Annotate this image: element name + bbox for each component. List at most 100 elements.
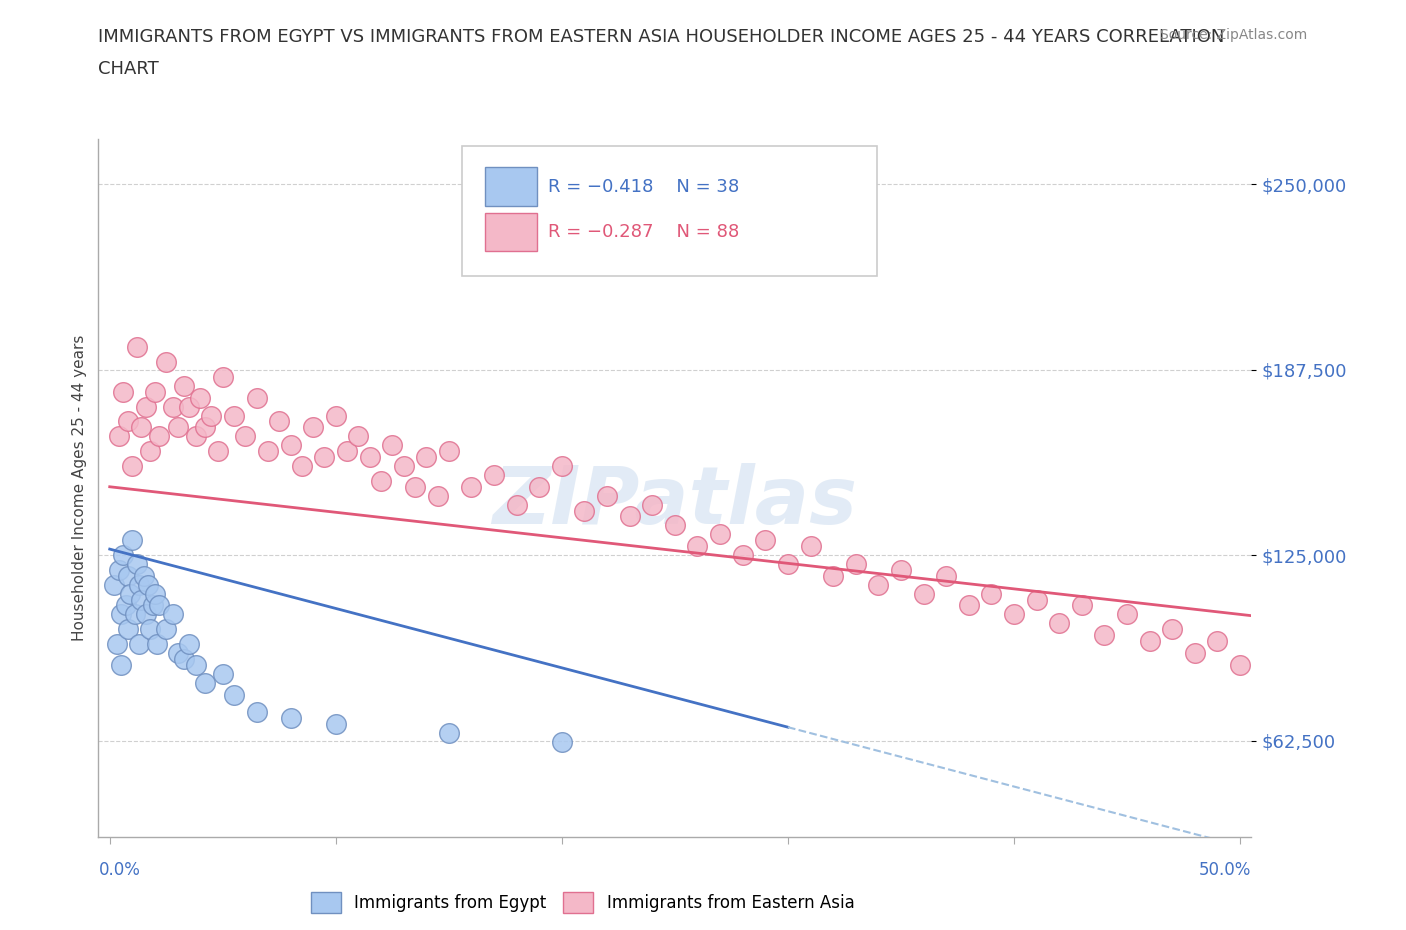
- Point: [1002, 607, 1025, 622]
- Point: [211, 369, 233, 384]
- Point: [823, 568, 845, 583]
- Point: [325, 408, 347, 423]
- Point: [426, 488, 449, 503]
- Point: [1274, 666, 1296, 681]
- Point: [505, 498, 527, 512]
- Point: [314, 449, 336, 464]
- Point: [110, 658, 132, 672]
- Point: [173, 379, 195, 393]
- Text: 50.0%: 50.0%: [1199, 860, 1251, 879]
- Point: [117, 568, 139, 583]
- Point: [110, 607, 132, 622]
- Point: [596, 488, 619, 503]
- Point: [359, 449, 381, 464]
- Point: [280, 711, 302, 725]
- Point: [124, 607, 146, 622]
- Point: [112, 548, 135, 563]
- Point: [188, 391, 211, 405]
- Point: [121, 458, 143, 473]
- Point: [1251, 645, 1274, 660]
- Legend: Immigrants from Egypt, Immigrants from Eastern Asia: Immigrants from Egypt, Immigrants from E…: [304, 885, 860, 920]
- Point: [957, 598, 980, 613]
- Point: [1184, 645, 1206, 660]
- Point: [404, 479, 426, 494]
- Point: [222, 408, 245, 423]
- Point: [1229, 658, 1251, 672]
- Point: [131, 420, 153, 435]
- Point: [551, 458, 574, 473]
- Point: [392, 458, 415, 473]
- Point: [112, 384, 135, 399]
- Point: [482, 468, 505, 483]
- Point: [246, 705, 269, 720]
- Point: [207, 444, 229, 458]
- Point: [845, 556, 868, 571]
- Point: [415, 449, 437, 464]
- Point: [200, 408, 222, 423]
- Point: [162, 607, 184, 622]
- Point: [291, 458, 314, 473]
- Point: [143, 586, 166, 601]
- Point: [1047, 616, 1070, 631]
- Text: Source: ZipAtlas.com: Source: ZipAtlas.com: [1160, 28, 1308, 42]
- Point: [132, 568, 155, 583]
- Point: [1139, 633, 1161, 648]
- Point: [148, 598, 170, 613]
- Point: [105, 637, 128, 652]
- Point: [347, 429, 370, 444]
- Point: [155, 354, 177, 369]
- Point: [799, 538, 821, 553]
- Point: [754, 533, 776, 548]
- Point: [173, 652, 195, 667]
- Point: [211, 666, 233, 681]
- Point: [1319, 675, 1341, 690]
- Point: [664, 518, 686, 533]
- Point: [143, 384, 166, 399]
- Point: [1206, 633, 1229, 648]
- Point: [184, 658, 207, 672]
- Point: [135, 607, 157, 622]
- Point: [686, 538, 709, 553]
- Point: [731, 548, 754, 563]
- Point: [166, 420, 188, 435]
- Point: [246, 391, 269, 405]
- Point: [177, 637, 200, 652]
- Point: [128, 637, 150, 652]
- Point: [1296, 658, 1319, 672]
- Point: [120, 586, 142, 601]
- Point: [437, 444, 460, 458]
- Point: [107, 563, 129, 578]
- Point: [121, 533, 143, 548]
- Point: [155, 622, 177, 637]
- Point: [868, 578, 890, 592]
- Point: [370, 473, 392, 488]
- Point: [890, 563, 912, 578]
- Point: [194, 675, 217, 690]
- Point: [1388, 675, 1406, 690]
- Point: [574, 503, 596, 518]
- Point: [142, 598, 165, 613]
- Point: [912, 586, 935, 601]
- Point: [131, 592, 153, 607]
- Point: [709, 526, 731, 541]
- Point: [125, 339, 148, 354]
- Point: [280, 438, 302, 453]
- Point: [1092, 628, 1115, 643]
- Text: 0.0%: 0.0%: [98, 860, 141, 879]
- Point: [166, 645, 188, 660]
- Text: ZIPatlas: ZIPatlas: [492, 463, 858, 541]
- Point: [117, 414, 139, 429]
- Point: [194, 420, 217, 435]
- Point: [437, 725, 460, 740]
- Point: [325, 717, 347, 732]
- Text: CHART: CHART: [98, 60, 159, 78]
- Point: [641, 498, 664, 512]
- Point: [139, 444, 162, 458]
- Point: [177, 399, 200, 414]
- FancyBboxPatch shape: [485, 167, 537, 206]
- Point: [235, 429, 257, 444]
- Point: [1161, 622, 1184, 637]
- Text: R = −0.287    N = 88: R = −0.287 N = 88: [548, 223, 740, 241]
- Point: [381, 438, 404, 453]
- Point: [336, 444, 359, 458]
